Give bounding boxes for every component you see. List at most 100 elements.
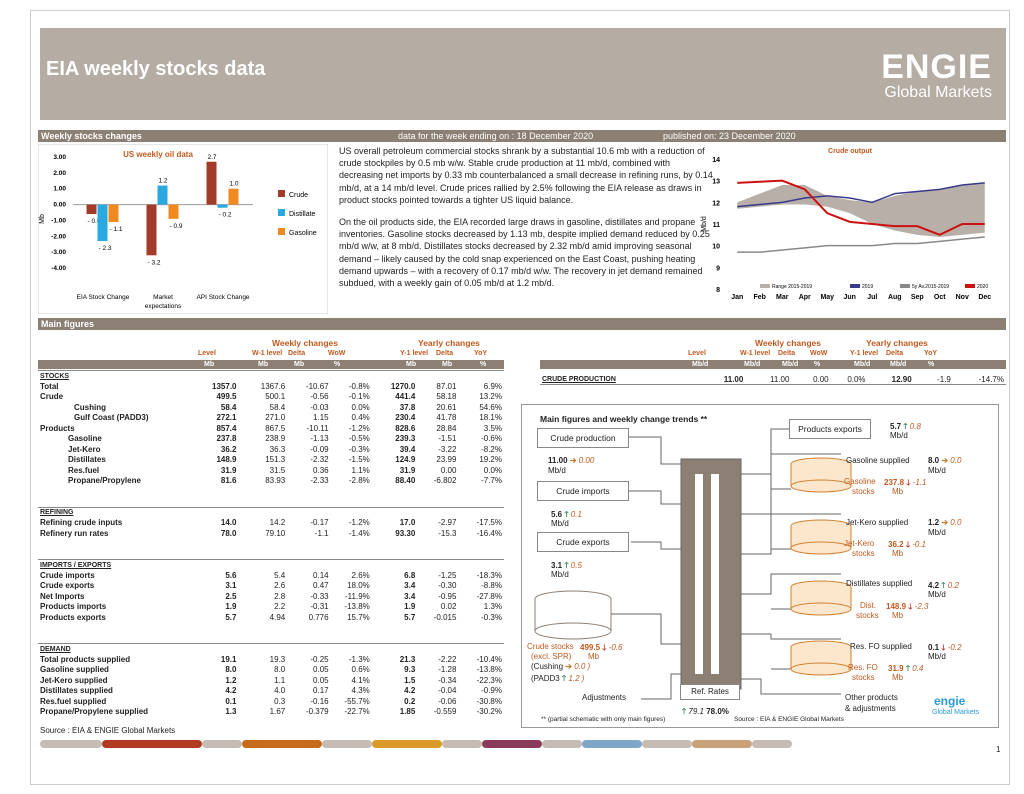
cell: -0.17 xyxy=(310,518,329,528)
product-tanks xyxy=(790,457,852,676)
data-label: - 0.6 xyxy=(87,218,100,225)
cell: -16.4% xyxy=(476,528,502,538)
y-tick-label: -4.00 xyxy=(51,265,66,272)
y-tick-label: 14 xyxy=(712,157,720,164)
dist-supplied-value: 4.2 xyxy=(928,581,940,590)
cell: 1357.0 xyxy=(212,381,237,391)
crude-production-change: 0.00 xyxy=(578,456,595,465)
jet-stocks-label: Jet-Kero xyxy=(844,539,875,548)
schematic-logo-sub: Global Markets xyxy=(932,709,980,716)
x-tick-label: Dec xyxy=(978,294,991,301)
section-heading: DEMAND xyxy=(40,645,71,653)
cushing-value: 0.0 ) xyxy=(574,662,591,671)
bar xyxy=(206,161,217,205)
cell: -1.3% xyxy=(348,654,370,664)
cell: 0.0% xyxy=(483,465,502,475)
cell: -2.33 xyxy=(310,476,329,486)
y-tick-label: 1.00 xyxy=(53,186,66,193)
cell: -0.06 xyxy=(438,696,457,706)
cell: -0.9% xyxy=(481,686,502,696)
cell: -0.04 xyxy=(438,686,457,696)
cell: 14.2 xyxy=(269,518,286,528)
cell: 0.776 xyxy=(308,612,329,622)
cell: -10.4% xyxy=(476,654,502,664)
unit-label: Mb xyxy=(204,361,215,368)
cell: 0.47 xyxy=(313,581,329,591)
column-header: WoW xyxy=(328,350,346,357)
cell: 230.4 xyxy=(395,413,416,423)
cell: -14.7% xyxy=(978,374,1004,384)
other-products-label-2: & adjustments xyxy=(845,704,896,713)
cell: 2.2 xyxy=(274,602,286,612)
cell: -1.4% xyxy=(348,528,370,538)
row-label: Refining crude inputs xyxy=(40,518,123,528)
color-segment xyxy=(642,740,692,748)
x-tick-label: Apr xyxy=(799,294,811,301)
cell: -0.8% xyxy=(348,381,370,391)
down-arrow-icon: 🡓 xyxy=(941,643,946,652)
cell: 1.85 xyxy=(399,707,416,717)
table-row: Net Imports 2.5 2.8 -0.33 -11.9% 3.4 -0.95 -27.… xyxy=(38,591,504,602)
bar xyxy=(217,204,228,208)
res-supplied-unit: Mb/d xyxy=(928,652,946,661)
products-exports-unit: Mb/d xyxy=(890,431,908,440)
x-tick-label: Sep xyxy=(911,294,924,301)
jet-stocks-unit: Mb xyxy=(892,549,904,558)
cell: 0.00 xyxy=(440,465,457,475)
legend-label: Gasoline xyxy=(289,230,317,237)
cell: -2.22 xyxy=(438,654,457,664)
line-products-exports xyxy=(741,428,791,475)
cell: -1.5% xyxy=(348,455,370,465)
ref-rates-box: Ref. Rates xyxy=(680,684,740,700)
cell: 0.02 xyxy=(440,602,457,612)
cell: -1.1 xyxy=(314,528,329,538)
bar xyxy=(108,204,119,223)
jet-stocks-value: 36.2 xyxy=(888,540,904,549)
cell: 8.0 xyxy=(225,665,237,675)
column-header: Delta xyxy=(288,350,306,357)
res-supplied-label: Res. FO supplied xyxy=(850,642,912,651)
products-exports-value: 5.7 xyxy=(890,422,902,431)
legend-label: Crude xyxy=(289,192,308,199)
legend-swatch xyxy=(850,284,860,288)
cell: -11.9% xyxy=(345,591,370,601)
cell: 14.0 xyxy=(220,518,237,528)
section-title-main: Main figures xyxy=(41,319,95,329)
dist-stocks-label-2: stocks xyxy=(856,611,879,620)
cell: -0.1% xyxy=(348,392,370,402)
res-stocks-value: 31.9 xyxy=(888,664,904,673)
cp-yearly-heading: Yearly changes xyxy=(866,338,928,348)
y-tick-label: -2.00 xyxy=(51,233,66,240)
table-row: Crude exports 3.1 2.6 0.47 18.0% 3.4 -0.30 -8.8… xyxy=(38,581,504,592)
cell: 0.0% xyxy=(847,374,866,384)
bar xyxy=(97,204,108,242)
cell: 11.00 xyxy=(723,374,744,384)
dist-stocks-change: -2.3 xyxy=(914,602,929,611)
schematic-panel xyxy=(521,404,999,728)
row-label: Products imports xyxy=(40,602,107,612)
cell: 93.30 xyxy=(395,528,416,538)
color-segment xyxy=(442,740,482,748)
cell: 9.3 xyxy=(404,665,416,675)
cell: -0.56 xyxy=(310,392,329,402)
x-tick-label: Feb xyxy=(754,294,766,301)
jet-stocks-label-2: stocks xyxy=(852,549,875,558)
x-tick-label: Jan xyxy=(731,294,743,301)
dist-stocks-label: Dist. xyxy=(860,601,876,610)
cell: -0.31 xyxy=(310,602,329,612)
cell: 0.05 xyxy=(313,675,329,685)
cell: -30.8% xyxy=(476,696,502,706)
table-row: Gulf Coast (PADD3) 272.1 271.0 1.15 0.4% 230.… xyxy=(38,413,504,424)
cell: 3.4 xyxy=(404,591,416,601)
cell: 54.6% xyxy=(479,402,502,412)
data-label: 2.7 xyxy=(207,154,216,161)
cell: 36.3 xyxy=(269,444,286,454)
cell: -0.03 xyxy=(310,402,329,412)
row-label: Net Imports xyxy=(40,591,85,601)
cell: -0.30 xyxy=(438,581,457,591)
cell: 87.01 xyxy=(436,381,457,391)
table-row: Propane/Propylene 81.6 83.93 -2.33 -2.8% 88.4… xyxy=(38,476,504,487)
down-arrow-icon: 🡓 xyxy=(908,602,913,611)
cp-column-header: Delta xyxy=(778,350,796,357)
crude-stocks-value: 499.5 xyxy=(580,643,601,652)
